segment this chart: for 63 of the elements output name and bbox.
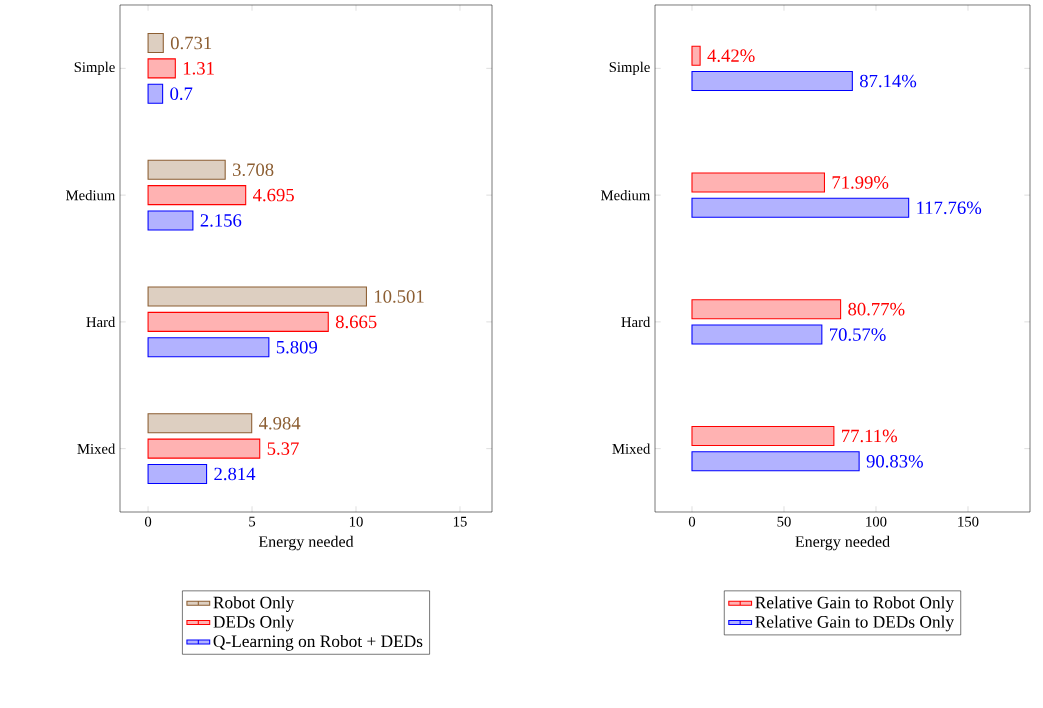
data-label: 5.809 [276, 340, 318, 354]
bar [691, 71, 853, 92]
y-tick-label: Simple [609, 61, 650, 76]
data-label: 87.14% [859, 74, 917, 88]
data-label: 117.76% [917, 201, 982, 215]
data-label: 4.984 [259, 416, 301, 430]
legend-label: Robot Only [213, 596, 295, 612]
data-label: 5.37 [267, 442, 299, 455]
x-tick-label: 0 [144, 516, 152, 527]
y-tick-label: Hard [621, 316, 651, 328]
data-label: 0.731 [170, 36, 212, 50]
bar [691, 425, 835, 446]
x-axis-title: Energy needed [258, 535, 354, 551]
bar [147, 210, 194, 231]
bar [147, 83, 164, 104]
bar [147, 159, 226, 180]
legend-label: Q-Learning on Robot + DEDs [213, 634, 423, 651]
x-tick-label: 5 [249, 516, 256, 527]
legend-label: DEDs Only [213, 615, 295, 632]
bar [147, 58, 176, 79]
bar [147, 32, 164, 54]
x-tick-label: 50 [777, 516, 791, 527]
bar [147, 438, 261, 459]
data-label: 70.57% [830, 328, 886, 341]
data-label: 2.814 [214, 467, 256, 481]
x-tick-label: 100 [866, 516, 887, 527]
bar [691, 299, 842, 320]
x-tick-label: 10 [349, 516, 363, 527]
data-label: 4.42% [707, 49, 755, 63]
data-label: 8.665 [335, 315, 377, 329]
x-tick-label: 15 [453, 516, 467, 527]
bar [147, 463, 208, 485]
bar [691, 45, 701, 66]
bar [691, 197, 910, 218]
bar [691, 324, 823, 345]
x-tick-label: 150 [958, 516, 979, 527]
data-label: 10.501 [374, 290, 424, 303]
bar [691, 451, 860, 472]
data-label: 4.695 [252, 188, 294, 202]
legend-label: Relative Gain to DEDs Only [755, 615, 955, 632]
y-tick-label: Mixed [77, 443, 116, 454]
data-label: 90.83% [866, 454, 923, 468]
data-label: 77.11% [842, 429, 898, 443]
x-axis-title: Energy needed [795, 535, 890, 551]
y-tick-label: Hard [86, 316, 116, 328]
data-label: 1.31 [183, 62, 214, 75]
bar [147, 337, 270, 358]
data-label: 80.77% [848, 302, 905, 316]
bar [147, 311, 329, 332]
data-label: 3.708 [233, 163, 274, 177]
legend-label: Relative Gain to Robot Only [755, 596, 955, 612]
y-tick-label: Medium [601, 189, 651, 201]
y-tick-label: Simple [74, 61, 115, 76]
y-tick-label: Medium [66, 189, 116, 201]
bar [147, 413, 253, 434]
data-label: 71.99% [832, 176, 889, 189]
bar [147, 286, 367, 307]
x-tick-label: 0 [688, 516, 696, 527]
data-label: 0.7 [170, 87, 193, 101]
bar [147, 185, 247, 206]
bar [691, 172, 825, 193]
data-label: 2.156 [200, 214, 242, 227]
y-tick-label: Mixed [612, 443, 651, 454]
